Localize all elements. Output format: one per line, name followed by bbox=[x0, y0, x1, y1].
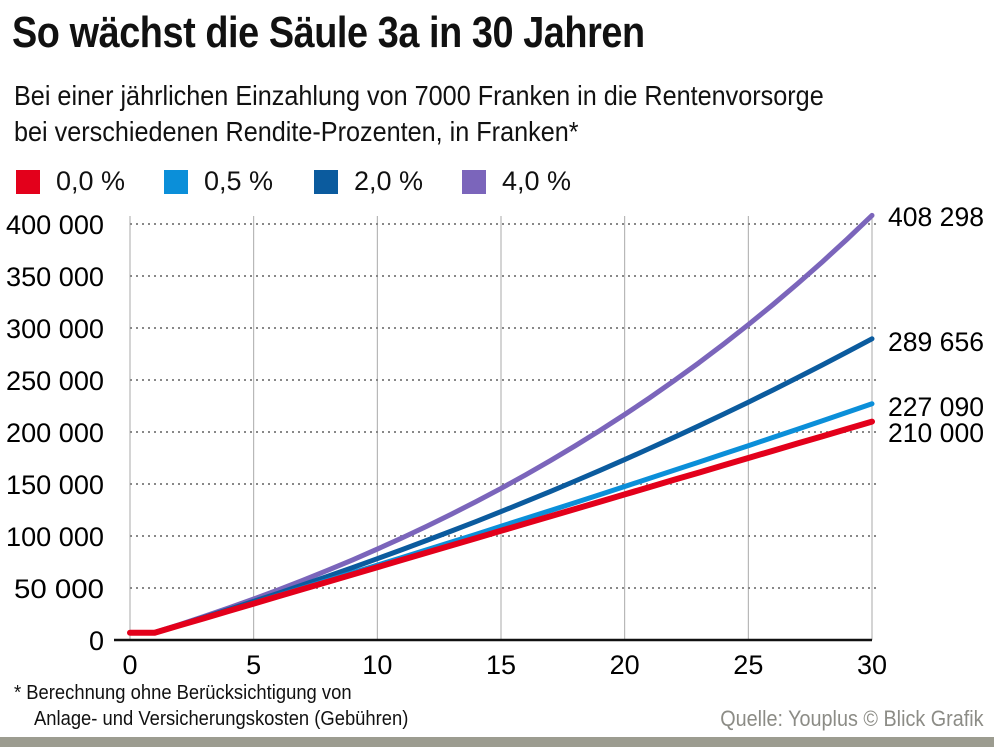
y-tick-label: 200 000 bbox=[6, 418, 104, 448]
series-line-0 bbox=[127, 418, 875, 636]
y-tick-label: 100 000 bbox=[6, 522, 104, 552]
end-value-label: 210 000 bbox=[888, 418, 984, 448]
footnote-line1: * Berechnung ohne Berücksichtigung von bbox=[14, 682, 352, 704]
legend-label: 0,5 % bbox=[204, 166, 274, 196]
x-tick-label: 0 bbox=[122, 650, 137, 680]
y-tick-label: 350 000 bbox=[6, 262, 104, 292]
y-tick-label: 250 000 bbox=[6, 366, 104, 396]
x-tick-label: 5 bbox=[246, 650, 261, 680]
source-credit: Quelle: Youplus © Blick Grafik bbox=[720, 706, 984, 731]
legend-label: 2,0 % bbox=[354, 166, 424, 196]
end-value-label: 289 656 bbox=[888, 327, 984, 357]
y-tick-label: 150 000 bbox=[6, 470, 104, 500]
footnote-line2: Anlage- und Versicherungskosten (Gebühre… bbox=[34, 708, 409, 730]
end-value-label: 408 298 bbox=[888, 202, 984, 232]
x-tick-label: 25 bbox=[733, 650, 763, 680]
x-tick-label: 15 bbox=[486, 650, 516, 680]
chart-subtitle-line1: Bei einer jährlichen Einzahlung von 7000… bbox=[14, 80, 824, 111]
legend-swatch bbox=[164, 169, 188, 194]
legend-swatch bbox=[462, 169, 486, 194]
legend-label: 4,0 % bbox=[502, 166, 572, 196]
y-tick-label: 300 000 bbox=[6, 314, 104, 344]
legend-label: 0,0 % bbox=[56, 166, 126, 196]
legend-swatch bbox=[16, 169, 40, 194]
y-tick-label: 50 000 bbox=[14, 574, 104, 604]
y-tick-label: 400 000 bbox=[6, 210, 104, 240]
x-tick-label: 10 bbox=[362, 650, 392, 680]
x-tick-label: 20 bbox=[610, 650, 640, 680]
x-tick-label: 30 bbox=[857, 650, 887, 680]
legend-item-0: 0,0 % bbox=[16, 166, 125, 197]
legend-swatch bbox=[314, 169, 338, 194]
legend-item-2: 2,0 % bbox=[314, 166, 423, 197]
end-value-label: 227 090 bbox=[888, 392, 984, 422]
chart-subtitle-line2: bei verschiedenen Rendite-Prozenten, in … bbox=[14, 116, 579, 147]
legend-item-1: 0,5 % bbox=[164, 166, 273, 197]
legend-item-3: 4,0 % bbox=[462, 166, 571, 197]
chart-title: So wächst die Säule 3a in 30 Jahren bbox=[12, 8, 645, 57]
y-tick-label: 0 bbox=[89, 626, 104, 656]
footer-bar bbox=[0, 737, 994, 747]
